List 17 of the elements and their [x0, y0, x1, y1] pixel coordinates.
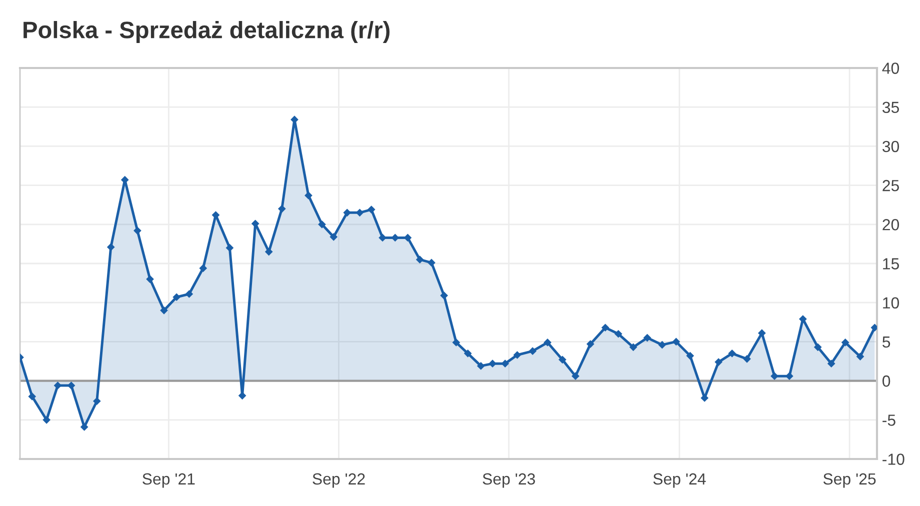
x-tick-label: Sep '22 [312, 473, 365, 488]
y-tick-label: 5 [882, 336, 890, 348]
y-tick-label: 15 [883, 258, 899, 270]
y-tick-label: 35 [882, 102, 899, 114]
y-tick-label: 25 [882, 180, 899, 192]
x-tick-label: Sep '24 [653, 473, 706, 488]
y-tick-label: 30 [882, 140, 899, 152]
y-tick-label: 0 [882, 375, 890, 387]
x-tick-label: Sep '25 [823, 473, 876, 488]
y-tick-label: 20 [882, 219, 899, 230]
y-tick-label: 10 [883, 297, 899, 309]
chart-title: Polska - Sprzedaż detaliczna (r/r) [24, 20, 390, 44]
x-tick-label: Sep '21 [142, 473, 195, 488]
y-tick-label: 40 [882, 62, 899, 74]
y-tick-label: -10 [882, 454, 904, 465]
x-tick-label: Sep '23 [482, 473, 535, 488]
y-tick-label: -5 [882, 414, 896, 426]
